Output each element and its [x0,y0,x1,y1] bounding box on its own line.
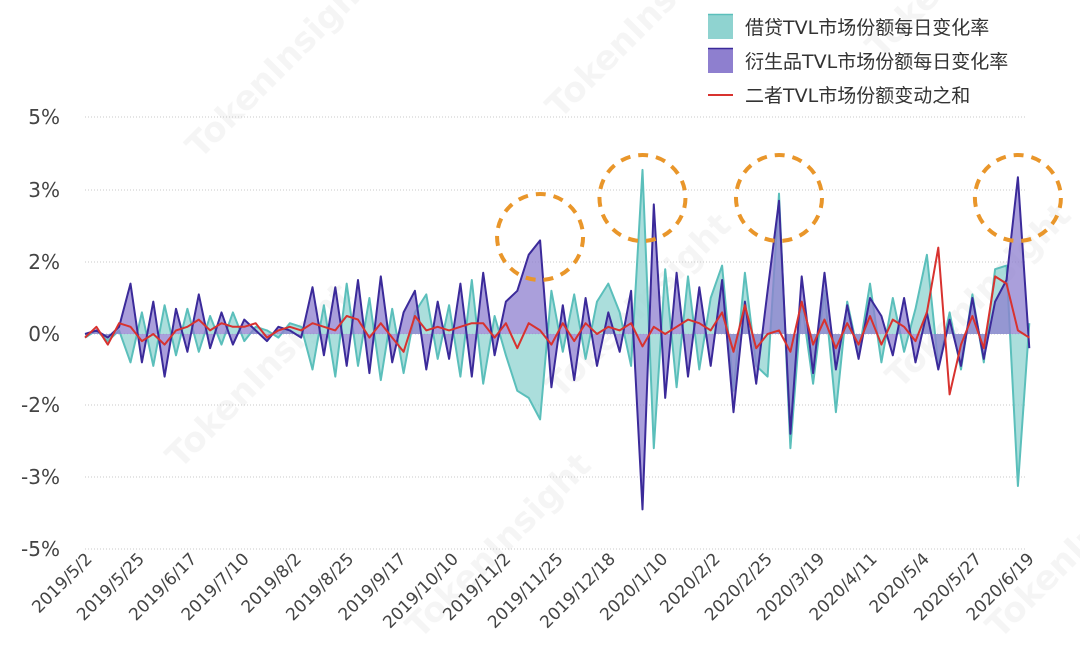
annotations [495,153,1063,282]
legend: 借贷TVL市场份额每日变化率 衍生品TVL市场份额每日变化率 二者TVL市场份额… [708,13,1008,107]
highlight-circle [733,153,824,243]
x-axis-ticks: 2019/5/22019/5/252019/6/172019/7/102019/… [28,549,1038,632]
y-tick-label: -2% [21,393,60,417]
watermark-logo: TokenInsight [178,0,379,166]
legend-label-sum: 二者TVL市场份额变动之和 [745,85,970,107]
y-tick-label: 3% [28,178,60,202]
series-group [84,168,1031,511]
series-line-0 [84,168,1031,487]
legend-swatch-derivatives [708,48,733,73]
watermark-logo: TokenInsight [158,275,359,476]
y-tick-label: 0% [28,322,60,346]
highlight-circle [972,153,1063,243]
legend-label-derivatives: 衍生品TVL市场份额每日变化率 [745,51,1008,73]
y-tick-label: -3% [21,465,60,489]
series-line-1 [84,176,1031,511]
highlight-circle [495,192,586,282]
legend-label-lending: 借贷TVL市场份额每日变化率 [745,17,989,39]
legend-swatch-lending [708,14,733,39]
y-tick-label: -5% [21,537,60,561]
y-tick-label: 2% [28,250,60,274]
watermark-logo: TokenInsight [978,445,1080,646]
highlight-circle [597,153,688,243]
y-tick-label: 5% [28,105,60,129]
y-axis-ticks: 5% 3% 2% 0% -2% -3% -5% [21,105,60,561]
watermark-logo: TokenInsight [878,195,1079,396]
series-line-2 [84,246,1030,396]
